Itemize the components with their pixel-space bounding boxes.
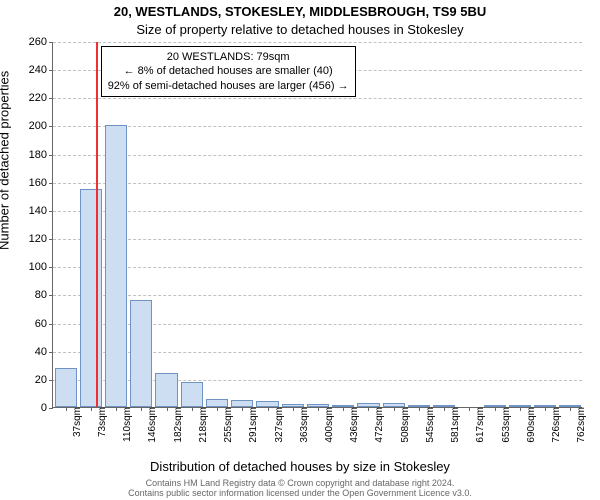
x-tick-label: 255sqm: [221, 407, 234, 443]
footer-line-1: Contains HM Land Registry data © Crown c…: [0, 478, 600, 488]
x-tick-label: 110sqm: [120, 407, 133, 442]
bar: [130, 300, 152, 407]
bar: [181, 382, 203, 407]
x-tick: [469, 407, 470, 411]
x-axis-label: Distribution of detached houses by size …: [0, 459, 600, 474]
y-tick-label: 180: [29, 149, 53, 161]
plot-area: 02040608010012014016018020022024026037sq…: [52, 42, 582, 408]
y-tick-label: 260: [29, 36, 53, 48]
x-tick: [141, 407, 142, 411]
x-tick: [268, 407, 269, 411]
bar: [231, 400, 253, 407]
x-tick: [66, 407, 67, 411]
y-tick-label: 240: [29, 64, 53, 76]
x-tick: [444, 407, 445, 411]
x-tick: [570, 407, 571, 411]
bar: [155, 373, 177, 407]
grid-line: [53, 98, 582, 99]
x-tick-label: 327sqm: [272, 407, 285, 443]
bar: [55, 368, 77, 407]
chart-subtitle: Size of property relative to detached ho…: [0, 22, 600, 37]
y-tick-label: 40: [35, 346, 53, 358]
bar: [206, 399, 228, 407]
x-tick-label: 146sqm: [145, 407, 158, 443]
x-tick-label: 218sqm: [196, 407, 209, 443]
x-tick: [368, 407, 369, 411]
y-tick-label: 0: [41, 402, 53, 414]
x-tick: [394, 407, 395, 411]
info-box-line: 92% of semi-detached houses are larger (…: [108, 79, 349, 93]
reference-line: [96, 42, 98, 407]
x-tick-label: 73sqm: [95, 407, 108, 437]
x-tick-label: 581sqm: [448, 407, 461, 443]
x-tick: [343, 407, 344, 411]
x-tick: [419, 407, 420, 411]
y-axis-label: Number of detached properties: [0, 71, 12, 250]
x-tick-label: 726sqm: [549, 407, 562, 443]
x-tick: [242, 407, 243, 411]
x-tick: [520, 407, 521, 411]
x-tick: [318, 407, 319, 411]
y-tick-label: 140: [29, 205, 53, 217]
y-tick-label: 80: [35, 289, 53, 301]
y-tick-label: 20: [35, 374, 53, 386]
footer-line-2: Contains public sector information licen…: [0, 488, 600, 498]
x-tick-label: 653sqm: [499, 407, 512, 443]
bar: [80, 189, 102, 407]
y-tick-label: 200: [29, 120, 53, 132]
y-tick-label: 160: [29, 177, 53, 189]
grid-line: [53, 126, 582, 127]
grid-line: [53, 211, 582, 212]
x-tick-label: 508sqm: [398, 407, 411, 443]
y-tick-label: 60: [35, 318, 53, 330]
x-tick-label: 436sqm: [347, 407, 360, 443]
x-tick-label: 37sqm: [70, 407, 83, 437]
bar: [105, 125, 127, 407]
y-tick-label: 220: [29, 92, 53, 104]
x-tick-label: 400sqm: [322, 407, 335, 443]
x-tick: [495, 407, 496, 411]
x-tick-label: 545sqm: [423, 407, 436, 443]
x-tick: [91, 407, 92, 411]
x-tick-label: 690sqm: [524, 407, 537, 443]
x-tick-label: 291sqm: [246, 407, 259, 443]
grid-line: [53, 42, 582, 43]
x-tick: [217, 407, 218, 411]
x-tick: [167, 407, 168, 411]
x-tick: [293, 407, 294, 411]
grid-line: [53, 295, 582, 296]
x-tick: [545, 407, 546, 411]
y-tick-label: 120: [29, 233, 53, 245]
grid-line: [53, 183, 582, 184]
info-box-line: 20 WESTLANDS: 79sqm: [108, 50, 349, 64]
chart-title: 20, WESTLANDS, STOKESLEY, MIDDLESBROUGH,…: [0, 4, 600, 19]
y-tick-label: 100: [29, 261, 53, 273]
x-tick-label: 762sqm: [574, 407, 587, 443]
grid-line: [53, 155, 582, 156]
x-tick: [192, 407, 193, 411]
info-box: 20 WESTLANDS: 79sqm← 8% of detached hous…: [101, 46, 356, 97]
x-tick-label: 617sqm: [473, 407, 486, 443]
info-box-line: ← 8% of detached houses are smaller (40): [108, 64, 349, 78]
plot-inner: 02040608010012014016018020022024026037sq…: [52, 42, 582, 408]
x-tick: [116, 407, 117, 411]
x-tick-label: 182sqm: [171, 407, 184, 443]
x-tick-label: 472sqm: [372, 407, 385, 443]
grid-line: [53, 239, 582, 240]
x-tick-label: 363sqm: [297, 407, 310, 443]
grid-line: [53, 267, 582, 268]
